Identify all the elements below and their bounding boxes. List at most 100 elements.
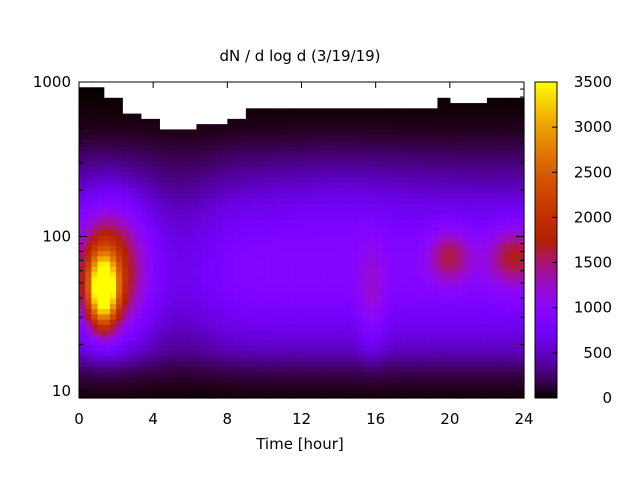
heatmap-cell [493, 113, 500, 120]
heatmap-cell [326, 319, 333, 325]
heatmap-cell [270, 240, 278, 246]
heatmap-cell [363, 129, 371, 136]
heatmap-cell [140, 387, 148, 394]
heatmap-cell [313, 155, 321, 162]
heatmap-cell [493, 176, 500, 183]
heatmap-cell [418, 271, 426, 278]
heatmap-cell [425, 334, 432, 341]
heatmap-cell [338, 329, 346, 336]
heatmap-cell [344, 355, 352, 362]
heatmap-cell [282, 303, 290, 310]
heatmap-cell [425, 366, 432, 373]
heatmap-cell [233, 366, 241, 373]
heatmap-cell [474, 255, 482, 262]
heatmap-cell [406, 166, 414, 173]
heatmap-cell [128, 324, 136, 331]
heatmap-cell [313, 334, 321, 341]
heatmap-cell [97, 366, 105, 373]
heatmap-cell [227, 203, 235, 209]
heatmap-cell [338, 324, 346, 331]
heatmap-cell [97, 166, 105, 173]
heatmap-cell [375, 139, 383, 146]
heatmap-cell [320, 287, 327, 294]
heatmap-cell [406, 276, 414, 283]
heatmap-cell [159, 324, 167, 331]
heatmap-cell [190, 197, 198, 204]
heatmap-cell [159, 303, 167, 310]
heatmap-cell [301, 297, 309, 304]
heatmap-cell [116, 276, 123, 283]
heatmap-cell [394, 171, 401, 178]
heatmap-cell [307, 192, 315, 199]
heatmap-cell [412, 134, 420, 141]
heatmap-cell [295, 361, 303, 367]
heatmap-cell [146, 261, 154, 267]
heatmap-cell [79, 92, 86, 99]
heatmap-cell [468, 171, 476, 178]
heatmap-cell [103, 229, 111, 236]
heatmap-cell [301, 203, 309, 209]
heatmap-cell [202, 139, 210, 146]
heatmap-cell [103, 234, 111, 241]
heatmap-cell [276, 255, 284, 262]
heatmap-cell [357, 287, 364, 294]
heatmap-cell [517, 97, 525, 104]
heatmap-cell [134, 203, 142, 209]
heatmap-cell [239, 366, 247, 373]
heatmap-cell [431, 382, 439, 389]
heatmap-cell [252, 366, 259, 373]
heatmap-cell [276, 166, 284, 173]
heatmap-cell [493, 292, 500, 299]
heatmap-cell [289, 387, 296, 394]
heatmap-cell [437, 340, 445, 346]
heatmap-cell [505, 218, 513, 225]
heatmap-cell [511, 161, 519, 167]
heatmap-cell [499, 113, 507, 120]
heatmap-cell [400, 334, 408, 341]
heatmap-cell [264, 171, 272, 178]
heatmap-cell [190, 366, 198, 373]
heatmap-cell [301, 324, 309, 331]
heatmap-cell [369, 345, 377, 352]
heatmap-cell [109, 118, 117, 125]
heatmap-cell [165, 308, 173, 315]
heatmap-cell [388, 240, 395, 246]
heatmap-cell [97, 155, 105, 162]
heatmap-cell [165, 155, 173, 162]
heatmap-cell [332, 376, 340, 383]
heatmap-cell [400, 118, 408, 125]
heatmap-cell [486, 129, 494, 136]
heatmap-cell [171, 366, 179, 373]
heatmap-cell [239, 350, 247, 357]
heatmap-cell [233, 171, 241, 178]
heatmap-cell [184, 361, 191, 367]
heatmap-cell [165, 334, 173, 341]
heatmap-cell [221, 213, 228, 220]
heatmap-cell [85, 308, 92, 315]
heatmap-cell [462, 155, 469, 162]
heatmap-cell [437, 218, 445, 225]
heatmap-cell [363, 124, 371, 130]
heatmap-cell [468, 261, 476, 267]
heatmap-cell [486, 161, 494, 167]
heatmap-cell [375, 297, 383, 304]
heatmap-cell [486, 103, 494, 109]
heatmap-cell [301, 319, 309, 325]
heatmap-cell [388, 118, 395, 125]
heatmap-cell [301, 313, 309, 320]
heatmap-cell [381, 192, 389, 199]
heatmap-cell [443, 355, 451, 362]
heatmap-cell [97, 103, 105, 109]
heatmap-cell [307, 108, 315, 115]
heatmap-cell [289, 118, 296, 125]
heatmap-cell [344, 108, 352, 115]
heatmap-cell [184, 224, 191, 231]
heatmap-cell [165, 355, 173, 362]
heatmap-cell [425, 240, 432, 246]
heatmap-cell [338, 334, 346, 341]
heatmap-cell [159, 355, 167, 362]
heatmap-cell [350, 118, 358, 125]
heatmap-cell [128, 234, 136, 241]
heatmap-cell [462, 124, 469, 130]
heatmap-cell [159, 250, 167, 257]
